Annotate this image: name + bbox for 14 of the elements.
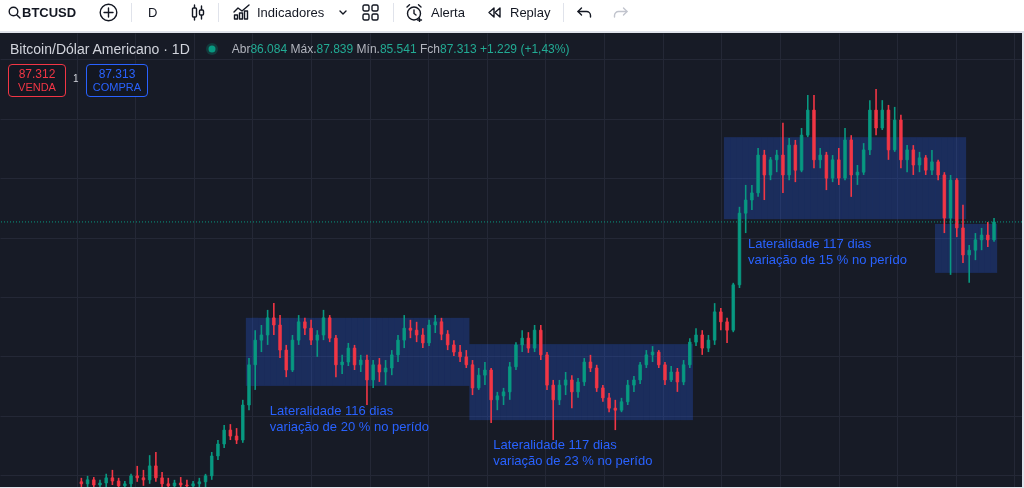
series-label: Lateralidade 116 dias variação de 20 % no perído bbox=[269, 402, 429, 434]
text: BTCUSD bbox=[22, 4, 77, 22]
sell-button: 87.312 VENDA bbox=[8, 64, 66, 97]
text: Indicadores bbox=[257, 4, 325, 22]
annotation: COMPRA bbox=[91, 80, 143, 94]
series-label: Lateralidade 117 dias variação de 15 % no perído bbox=[747, 236, 907, 268]
buy-button: 87.313 COMPRA bbox=[86, 64, 148, 97]
text: D bbox=[148, 4, 158, 22]
text: Abr86.084 Máx.87.839 Mín.85.541 Fch87.313 +1.229 (+1,43%) bbox=[231, 42, 570, 56]
series-label: Lateralidade 117 dias variação de 23 % no perído bbox=[493, 437, 653, 469]
chart-title: Bitcoin/Dólar Americano · 1D bbox=[10, 41, 190, 57]
text: Alerta bbox=[431, 4, 465, 22]
text: 1 bbox=[73, 73, 79, 84]
text: Replay bbox=[510, 4, 551, 22]
